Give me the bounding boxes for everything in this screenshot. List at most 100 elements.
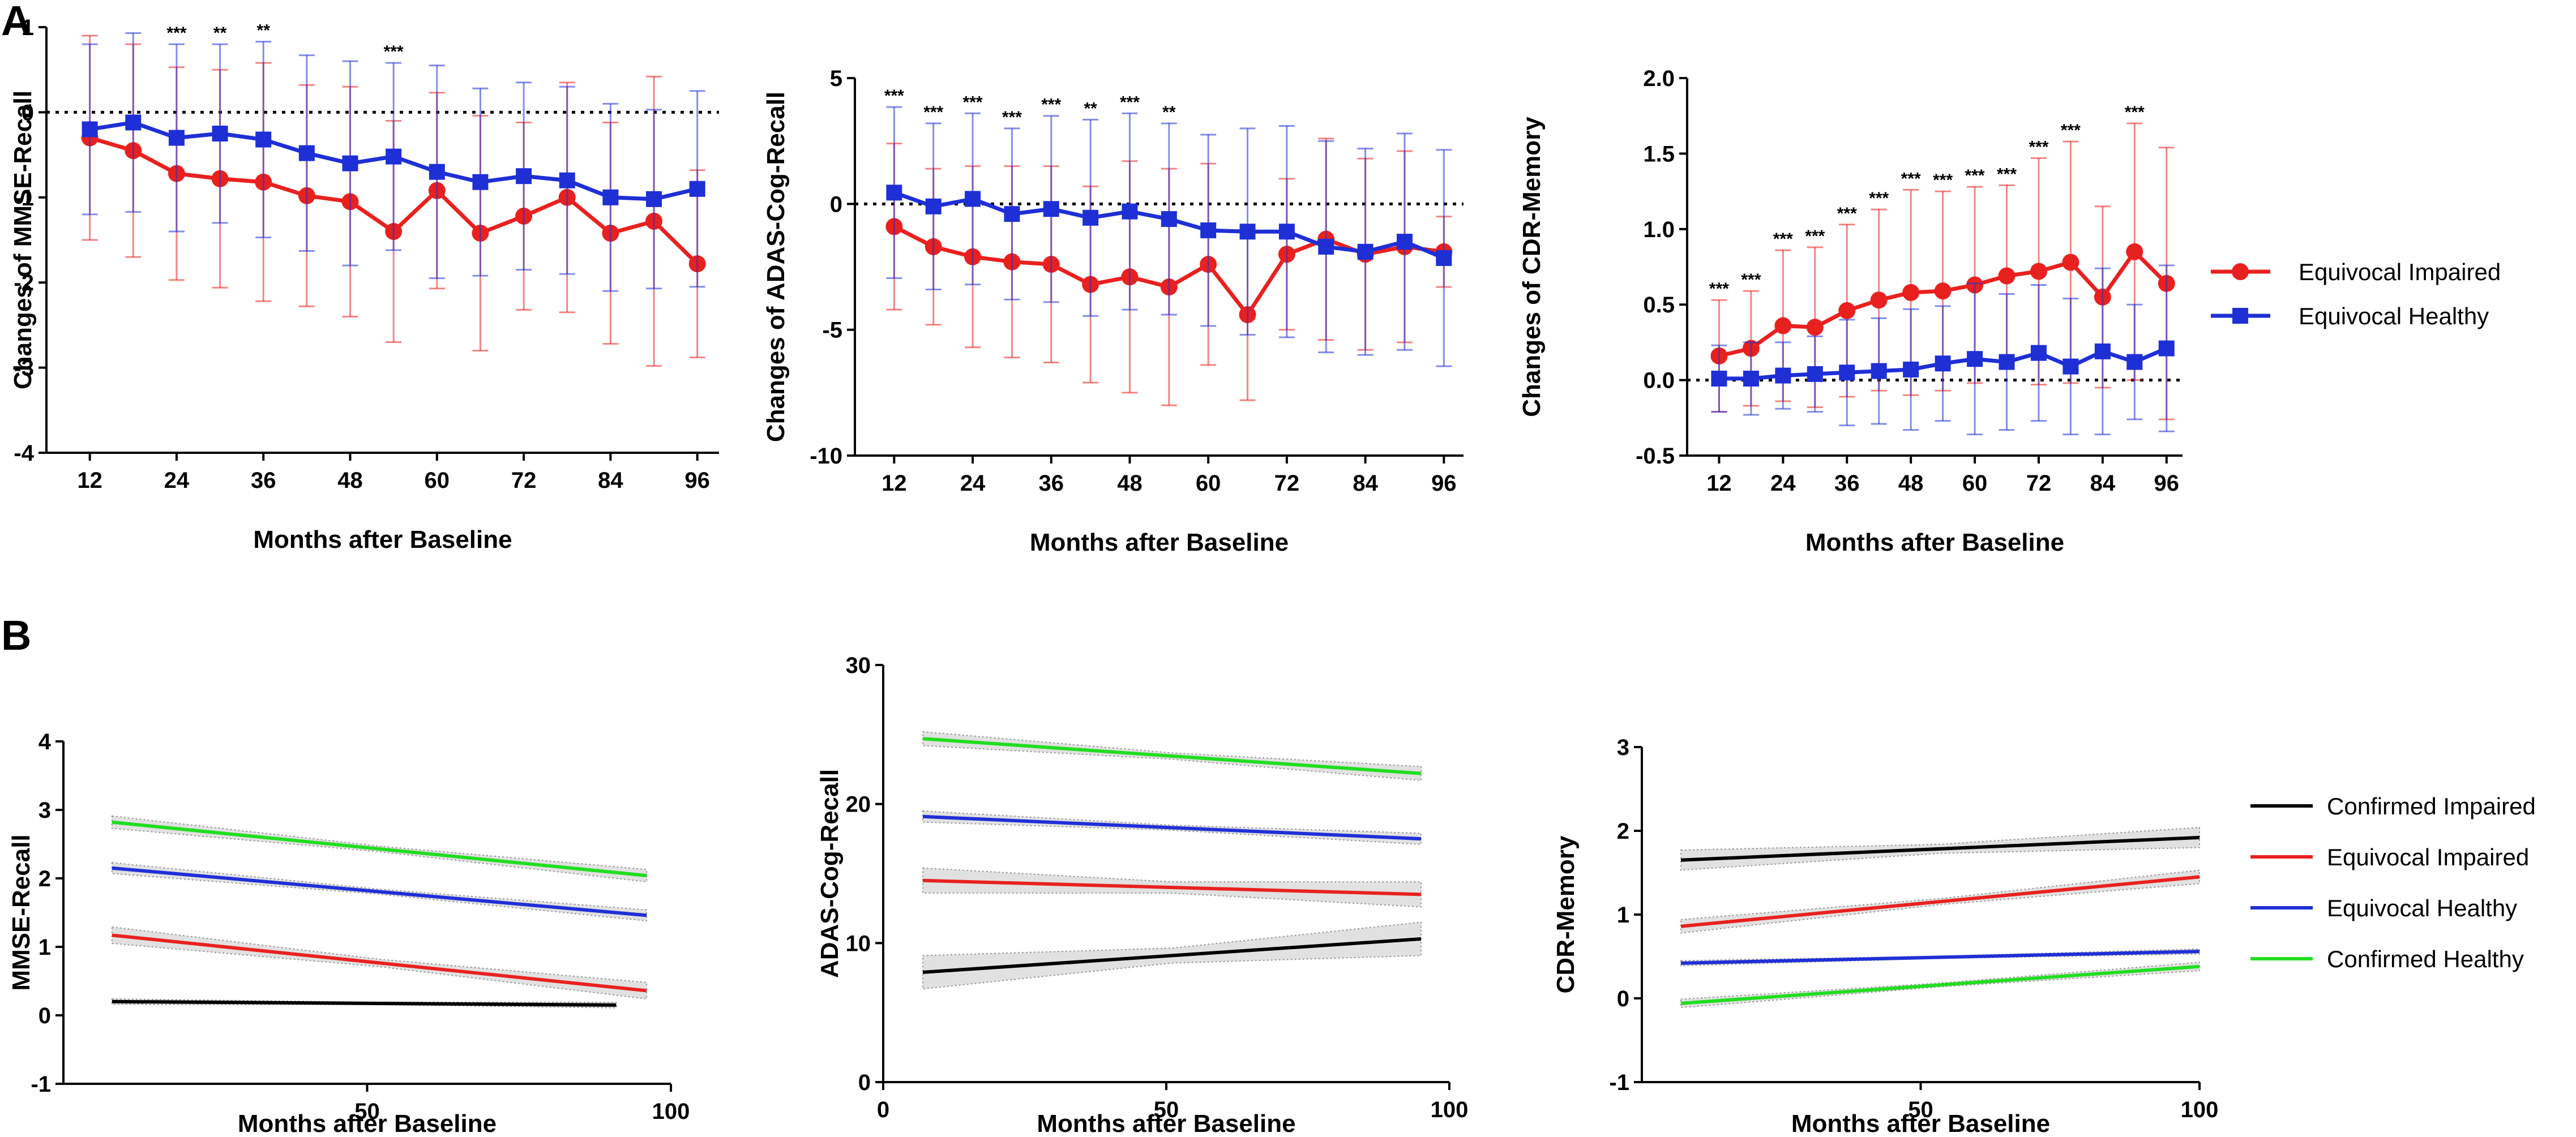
x-axis-title: Months after Baseline [253,526,512,554]
data-point [2062,254,2079,271]
legend-item: Equivocal Healthy [2250,895,2517,921]
series-equivocal-healthy [82,32,705,292]
data-point [429,164,445,180]
data-point [1871,363,1887,379]
data-point [1934,282,1952,300]
data-point [1239,224,1256,240]
y-tick-label: -10 [810,444,842,469]
y-tick-label: 1 [1617,903,1629,928]
x-tick-label: 24 [960,471,986,496]
regression-line [1680,964,2200,1005]
significance-marker: *** [2061,121,2081,140]
y-axis-title: Changes of ADAS-Cog-Recall [762,92,790,442]
data-point [1161,211,1177,228]
regression-confirmed-impaired [1680,827,2200,871]
regression-line [1680,950,2200,965]
y-tick-label: 0 [830,192,842,217]
data-point [472,174,489,190]
data-point [2126,243,2143,260]
regression-line [112,933,647,993]
significance-marker: *** [884,87,904,105]
data-point [1935,355,1951,372]
y-axis-title: CDR-Memory [1552,835,1580,993]
data-point [516,168,532,185]
data-point [298,145,315,161]
regression-line [922,737,1422,775]
legend-label: Confirmed Impaired [2327,793,2536,820]
data-point [559,172,575,188]
y-axis-title: MMSE-Recall [7,834,35,990]
x-tick-label: 72 [1274,471,1300,496]
significance-marker: *** [1901,169,1921,188]
data-point [689,181,705,197]
x-tick-label: 12 [77,468,102,493]
data-point [1838,302,1856,319]
significance-marker: *** [1997,165,2017,183]
data-point [965,191,981,207]
y-tick-label: -5 [822,318,842,343]
y-tick-label: 0 [858,1070,871,1095]
x-tick-label: 50 [354,1099,380,1124]
data-point [1807,366,1823,382]
significance-marker: *** [1933,171,1953,190]
data-point [1902,284,1920,301]
legend-marker [2232,308,2248,324]
data-point [1318,238,1334,255]
significance-marker: *** [2125,103,2145,122]
x-tick-label: 36 [1039,471,1064,496]
significance-marker: ** [213,24,227,42]
significance-marker: *** [1041,96,1061,114]
x-tick-label: 72 [511,468,537,493]
x-axis-title: Months after Baseline [1805,529,2064,556]
data-point [1839,364,1855,381]
regression-equivocal-healthy [922,810,1422,845]
significance-marker: *** [1805,227,1825,246]
regression-line [922,814,1422,841]
x-tick-label: 12 [882,471,907,496]
data-point [212,126,228,141]
data-point [1357,243,1373,260]
x-tick-label: 96 [2154,471,2180,496]
data-point [1122,203,1138,220]
significance-marker: *** [1002,108,1022,127]
y-tick-label: -1 [1609,1070,1629,1095]
significance-marker: *** [384,42,404,61]
data-point [1396,234,1413,250]
panel-label-a: A [1,0,31,44]
y-tick-label: 2 [1617,819,1629,844]
data-point [1870,291,1888,309]
data-point [2158,340,2175,357]
data-point [602,189,619,205]
regression-confirmed-healthy [922,731,1422,781]
data-point [925,198,942,214]
regression-equivocal-healthy [111,862,648,922]
data-point [2062,358,2079,375]
x-axis-title: Months after Baseline [1030,529,1289,556]
x-tick-label: 48 [1117,471,1142,496]
x-tick-label: 84 [1353,471,1378,496]
legend-panel-b: Confirmed Impaired Equivocal Impaired Equi… [2250,793,2536,972]
regression-confirmed-impaired [111,998,617,1009]
data-point [2030,345,2047,361]
regression-equivocal-impaired [1680,869,2200,934]
legend-marker [2232,263,2249,280]
data-point [2126,354,2143,370]
legend-label: Confirmed Healthy [2327,946,2524,972]
legend-label: Equivocal Healthy [2299,303,2489,329]
legend-label: Equivocal Impaired [2299,259,2501,285]
y-axis-title: ADAS-Cog-Recall [816,769,844,978]
data-point [1999,354,2015,370]
y-tick-label: -0.5 [1636,444,1675,469]
data-point [125,114,142,131]
x-tick-label: 12 [1706,471,1732,496]
regression-confirmed-healthy [111,815,648,883]
legend-label: Equivocal Healthy [2327,895,2517,921]
x-tick-label: 96 [684,468,710,493]
series-equivocal-healthy [1711,264,2175,436]
chart-2: -10 -5 0 5 12 24 36 48 60 72 84 96 Months after Base… [762,66,1464,556]
y-tick-label: 2.0 [1643,66,1675,91]
data-point [1775,367,1791,384]
x-tick-label: 100 [652,1099,690,1124]
regression-line [922,878,1422,896]
